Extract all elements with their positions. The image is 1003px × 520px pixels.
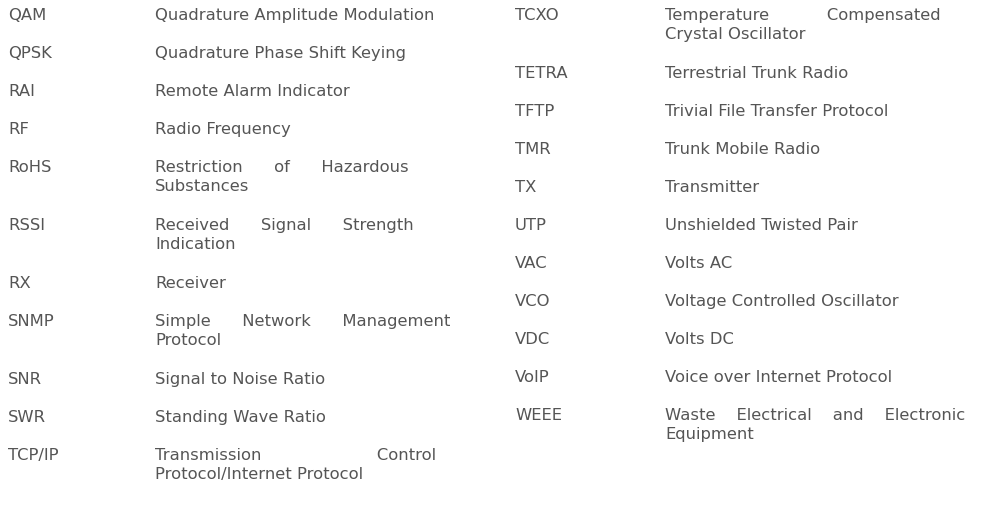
Text: Unshielded Twisted Pair: Unshielded Twisted Pair: [664, 218, 857, 233]
Text: SWR: SWR: [8, 410, 46, 425]
Text: WEEE: WEEE: [515, 408, 562, 423]
Text: RX: RX: [8, 276, 31, 291]
Text: Transmission                      Control: Transmission Control: [154, 448, 435, 463]
Text: QAM: QAM: [8, 8, 46, 23]
Text: Protocol: Protocol: [154, 333, 221, 348]
Text: Radio Frequency: Radio Frequency: [154, 122, 291, 137]
Text: RAI: RAI: [8, 84, 35, 99]
Text: Trivial File Transfer Protocol: Trivial File Transfer Protocol: [664, 104, 888, 119]
Text: Equipment: Equipment: [664, 427, 753, 442]
Text: Protocol/Internet Protocol: Protocol/Internet Protocol: [154, 467, 363, 482]
Text: Indication: Indication: [154, 237, 236, 252]
Text: QPSK: QPSK: [8, 46, 52, 61]
Text: TX: TX: [515, 180, 536, 195]
Text: Signal to Noise Ratio: Signal to Noise Ratio: [154, 372, 325, 387]
Text: Trunk Mobile Radio: Trunk Mobile Radio: [664, 142, 819, 157]
Text: VAC: VAC: [515, 256, 547, 271]
Text: Voltage Controlled Oscillator: Voltage Controlled Oscillator: [664, 294, 898, 309]
Text: Waste    Electrical    and    Electronic: Waste Electrical and Electronic: [664, 408, 964, 423]
Text: SNMP: SNMP: [8, 314, 54, 329]
Text: Voice over Internet Protocol: Voice over Internet Protocol: [664, 370, 892, 385]
Text: Volts AC: Volts AC: [664, 256, 731, 271]
Text: TCP/IP: TCP/IP: [8, 448, 58, 463]
Text: Standing Wave Ratio: Standing Wave Ratio: [154, 410, 326, 425]
Text: Terrestrial Trunk Radio: Terrestrial Trunk Radio: [664, 66, 848, 81]
Text: TCXO: TCXO: [515, 8, 558, 23]
Text: Received      Signal      Strength: Received Signal Strength: [154, 218, 413, 233]
Text: Restriction      of      Hazardous: Restriction of Hazardous: [154, 160, 408, 175]
Text: TMR: TMR: [515, 142, 551, 157]
Text: RF: RF: [8, 122, 29, 137]
Text: VoIP: VoIP: [515, 370, 549, 385]
Text: Transmitter: Transmitter: [664, 180, 758, 195]
Text: SNR: SNR: [8, 372, 42, 387]
Text: Quadrature Phase Shift Keying: Quadrature Phase Shift Keying: [154, 46, 405, 61]
Text: Quadrature Amplitude Modulation: Quadrature Amplitude Modulation: [154, 8, 434, 23]
Text: Simple      Network      Management: Simple Network Management: [154, 314, 450, 329]
Text: Remote Alarm Indicator: Remote Alarm Indicator: [154, 84, 349, 99]
Text: Receiver: Receiver: [154, 276, 226, 291]
Text: Temperature           Compensated: Temperature Compensated: [664, 8, 940, 23]
Text: RSSI: RSSI: [8, 218, 45, 233]
Text: RoHS: RoHS: [8, 160, 51, 175]
Text: Volts DC: Volts DC: [664, 332, 733, 347]
Text: Substances: Substances: [154, 179, 249, 194]
Text: TETRA: TETRA: [515, 66, 567, 81]
Text: Crystal Oscillator: Crystal Oscillator: [664, 27, 804, 42]
Text: VDC: VDC: [515, 332, 550, 347]
Text: VCO: VCO: [515, 294, 550, 309]
Text: TFTP: TFTP: [515, 104, 554, 119]
Text: UTP: UTP: [515, 218, 547, 233]
